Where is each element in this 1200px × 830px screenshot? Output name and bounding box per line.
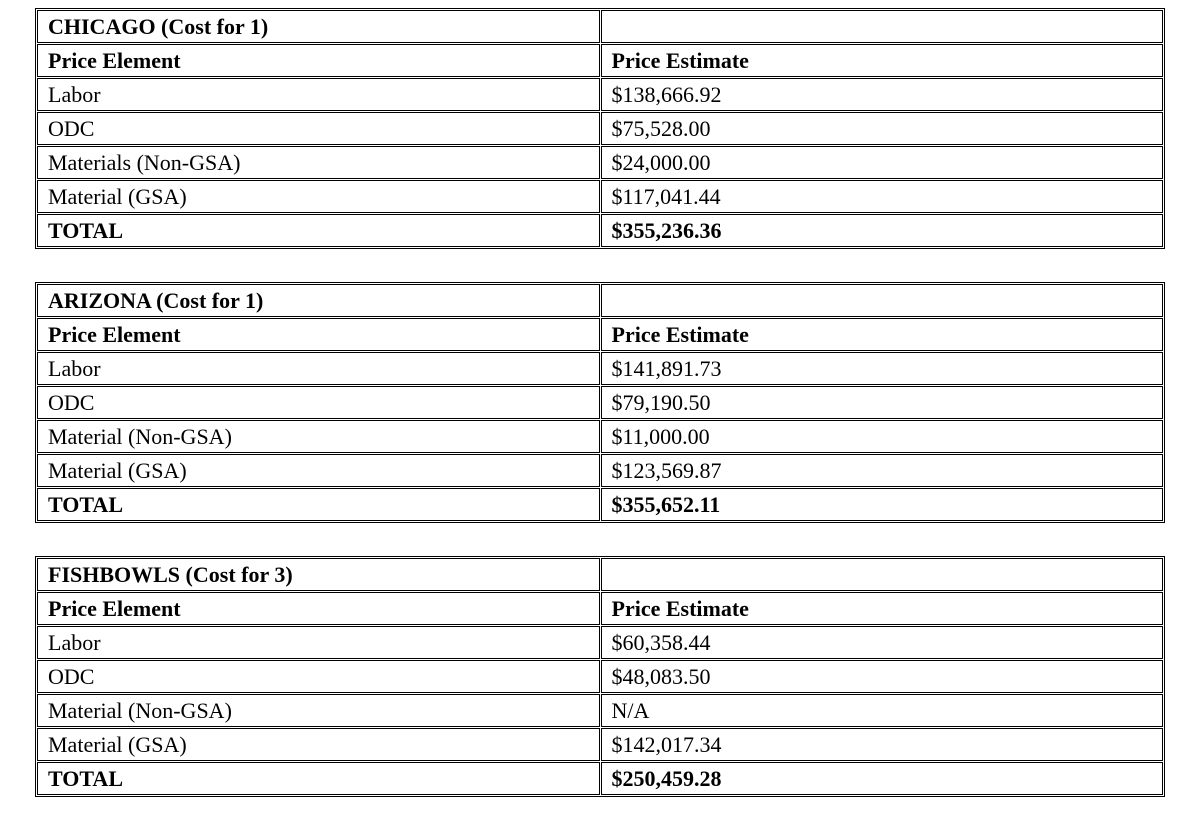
table-header-row: Price Element Price Estimate [37,318,1163,351]
row-label: Material (GSA) [37,728,600,761]
table-total-row: TOTAL $250,459.28 [37,762,1163,795]
row-label: Materials (Non-GSA) [37,146,600,179]
table-total-row: TOTAL $355,652.11 [37,488,1163,521]
total-label: TOTAL [37,762,600,795]
table-title-spacer-cell [600,10,1163,43]
row-value: $48,083.50 [600,660,1163,693]
row-label: Labor [37,78,600,111]
table-title-spacer-cell [600,284,1163,317]
column-header-price-element: Price Element [37,44,600,77]
column-header-price-estimate: Price Estimate [600,318,1163,351]
total-label: TOTAL [37,488,600,521]
row-value: $75,528.00 [600,112,1163,145]
table-row: Labor $141,891.73 [37,352,1163,385]
column-header-price-estimate: Price Estimate [600,44,1163,77]
column-header-price-element: Price Element [37,318,600,351]
table-title: ARIZONA (Cost for 1) [37,284,600,317]
total-label: TOTAL [37,214,600,247]
row-label: Labor [37,352,600,385]
row-label: Labor [37,626,600,659]
row-label: ODC [37,386,600,419]
table-row: Labor $60,358.44 [37,626,1163,659]
row-label: ODC [37,112,600,145]
table-row: Material (Non-GSA) N/A [37,694,1163,727]
table-row: Material (GSA) $123,569.87 [37,454,1163,487]
row-value: $60,358.44 [600,626,1163,659]
row-value: $24,000.00 [600,146,1163,179]
table-title-spacer-cell [600,558,1163,591]
table-header-row: Price Element Price Estimate [37,44,1163,77]
table-row: ODC $79,190.50 [37,386,1163,419]
cost-table-chicago: CHICAGO (Cost for 1) Price Element Price… [35,8,1165,249]
total-value: $355,652.11 [600,488,1163,521]
document-page: CHICAGO (Cost for 1) Price Element Price… [35,8,1165,830]
column-header-price-estimate: Price Estimate [600,592,1163,625]
table-row: Material (Non-GSA) $11,000.00 [37,420,1163,453]
row-label: ODC [37,660,600,693]
row-label: Material (Non-GSA) [37,420,600,453]
row-value: $138,666.92 [600,78,1163,111]
row-value: $11,000.00 [600,420,1163,453]
table-row: ODC $75,528.00 [37,112,1163,145]
row-value: N/A [600,694,1163,727]
row-label: Material (GSA) [37,454,600,487]
table-title-row: CHICAGO (Cost for 1) [37,10,1163,43]
table-title: FISHBOWLS (Cost for 3) [37,558,600,591]
total-value: $250,459.28 [600,762,1163,795]
row-label: Material (GSA) [37,180,600,213]
column-header-price-element: Price Element [37,592,600,625]
table-row: Material (GSA) $142,017.34 [37,728,1163,761]
table-header-row: Price Element Price Estimate [37,592,1163,625]
table-row: Labor $138,666.92 [37,78,1163,111]
row-value: $117,041.44 [600,180,1163,213]
total-value: $355,236.36 [600,214,1163,247]
row-value: $142,017.34 [600,728,1163,761]
cost-table-arizona: ARIZONA (Cost for 1) Price Element Price… [35,282,1165,523]
row-label: Material (Non-GSA) [37,694,600,727]
table-title-row: ARIZONA (Cost for 1) [37,284,1163,317]
table-total-row: TOTAL $355,236.36 [37,214,1163,247]
row-value: $141,891.73 [600,352,1163,385]
cost-table-fishbowls: FISHBOWLS (Cost for 3) Price Element Pri… [35,556,1165,797]
table-title-row: FISHBOWLS (Cost for 3) [37,558,1163,591]
table-row: Material (GSA) $117,041.44 [37,180,1163,213]
row-value: $123,569.87 [600,454,1163,487]
table-row: ODC $48,083.50 [37,660,1163,693]
table-title: CHICAGO (Cost for 1) [37,10,600,43]
table-row: Materials (Non-GSA) $24,000.00 [37,146,1163,179]
row-value: $79,190.50 [600,386,1163,419]
